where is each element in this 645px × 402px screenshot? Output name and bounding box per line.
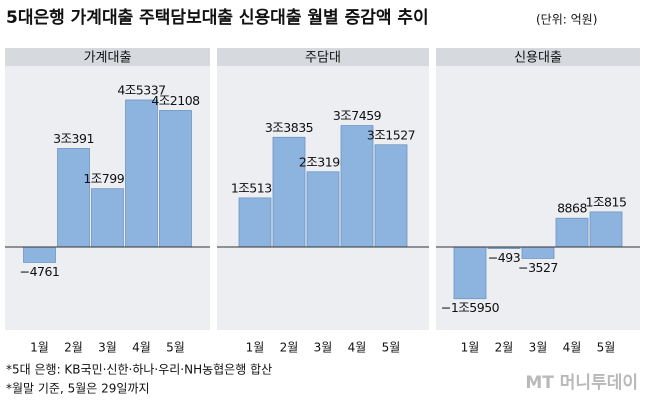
x-tick-label: 3월	[98, 341, 117, 355]
panel-title: 신용대출	[514, 51, 562, 66]
x-tick-label: 3월	[314, 341, 333, 355]
note: *월말 기준, 5월은 29일까지	[6, 382, 150, 396]
value-label: 3조7459	[333, 108, 382, 123]
bar	[453, 246, 487, 300]
panel-header	[436, 48, 640, 66]
x-tick-label: 2월	[280, 341, 299, 355]
bar	[91, 188, 124, 248]
bar	[555, 217, 589, 248]
value-label: 8868	[557, 201, 587, 216]
value-label: 4조2108	[151, 93, 200, 108]
note: *5대 은행: KB국민·신한·하나·우리·NH농협은행 합산	[6, 362, 272, 377]
value-label: 4조5337	[117, 83, 165, 98]
value-label: −493	[488, 250, 520, 265]
x-tick-label: 4월	[348, 341, 367, 355]
value-label: 3조1527	[367, 127, 415, 142]
panel-title: 주담대	[305, 51, 341, 66]
bar	[23, 246, 56, 263]
x-tick-label: 2월	[495, 341, 514, 355]
bar	[589, 211, 623, 248]
panel-header	[5, 48, 210, 66]
x-tick-label: 5월	[597, 341, 616, 355]
x-tick-label: 2월	[64, 341, 83, 355]
x-tick-label: 1월	[246, 341, 265, 355]
bar	[306, 171, 340, 248]
bar	[521, 246, 555, 259]
value-label: 3조391	[53, 131, 94, 146]
panel-header	[217, 48, 429, 66]
value-label: 2조3198	[299, 154, 348, 169]
bar	[159, 110, 192, 248]
x-tick-label: 1월	[461, 341, 480, 355]
bar	[57, 148, 90, 248]
x-tick-label: 5월	[382, 341, 401, 355]
x-tick-label: 4월	[563, 341, 582, 355]
x-tick-label: 1월	[30, 341, 49, 355]
bar	[238, 197, 272, 248]
panel-title: 가계대출	[84, 51, 132, 66]
value-label: −1조5950	[441, 300, 500, 315]
logo: MT 머니투데이	[525, 373, 638, 393]
value-label: −4761	[20, 264, 60, 279]
x-tick-label: 5월	[166, 341, 185, 355]
unit: (단위: 억원)	[536, 13, 597, 27]
bar	[272, 136, 306, 248]
value-label: 1조815	[586, 194, 627, 209]
value-label: 3조3835	[265, 120, 313, 135]
x-tick-label: 4월	[132, 341, 151, 355]
bar	[340, 125, 374, 248]
x-tick-label: 3월	[529, 341, 548, 355]
bar	[125, 99, 158, 248]
bar	[374, 144, 408, 248]
value-label: 1조7992	[83, 171, 131, 186]
value-label: −3527	[518, 260, 558, 275]
value-label: 1조5137	[231, 180, 279, 195]
chart-title: 5대은행 가계대출 주택담보대출 신용대출 월별 증감액 추이	[6, 8, 429, 28]
